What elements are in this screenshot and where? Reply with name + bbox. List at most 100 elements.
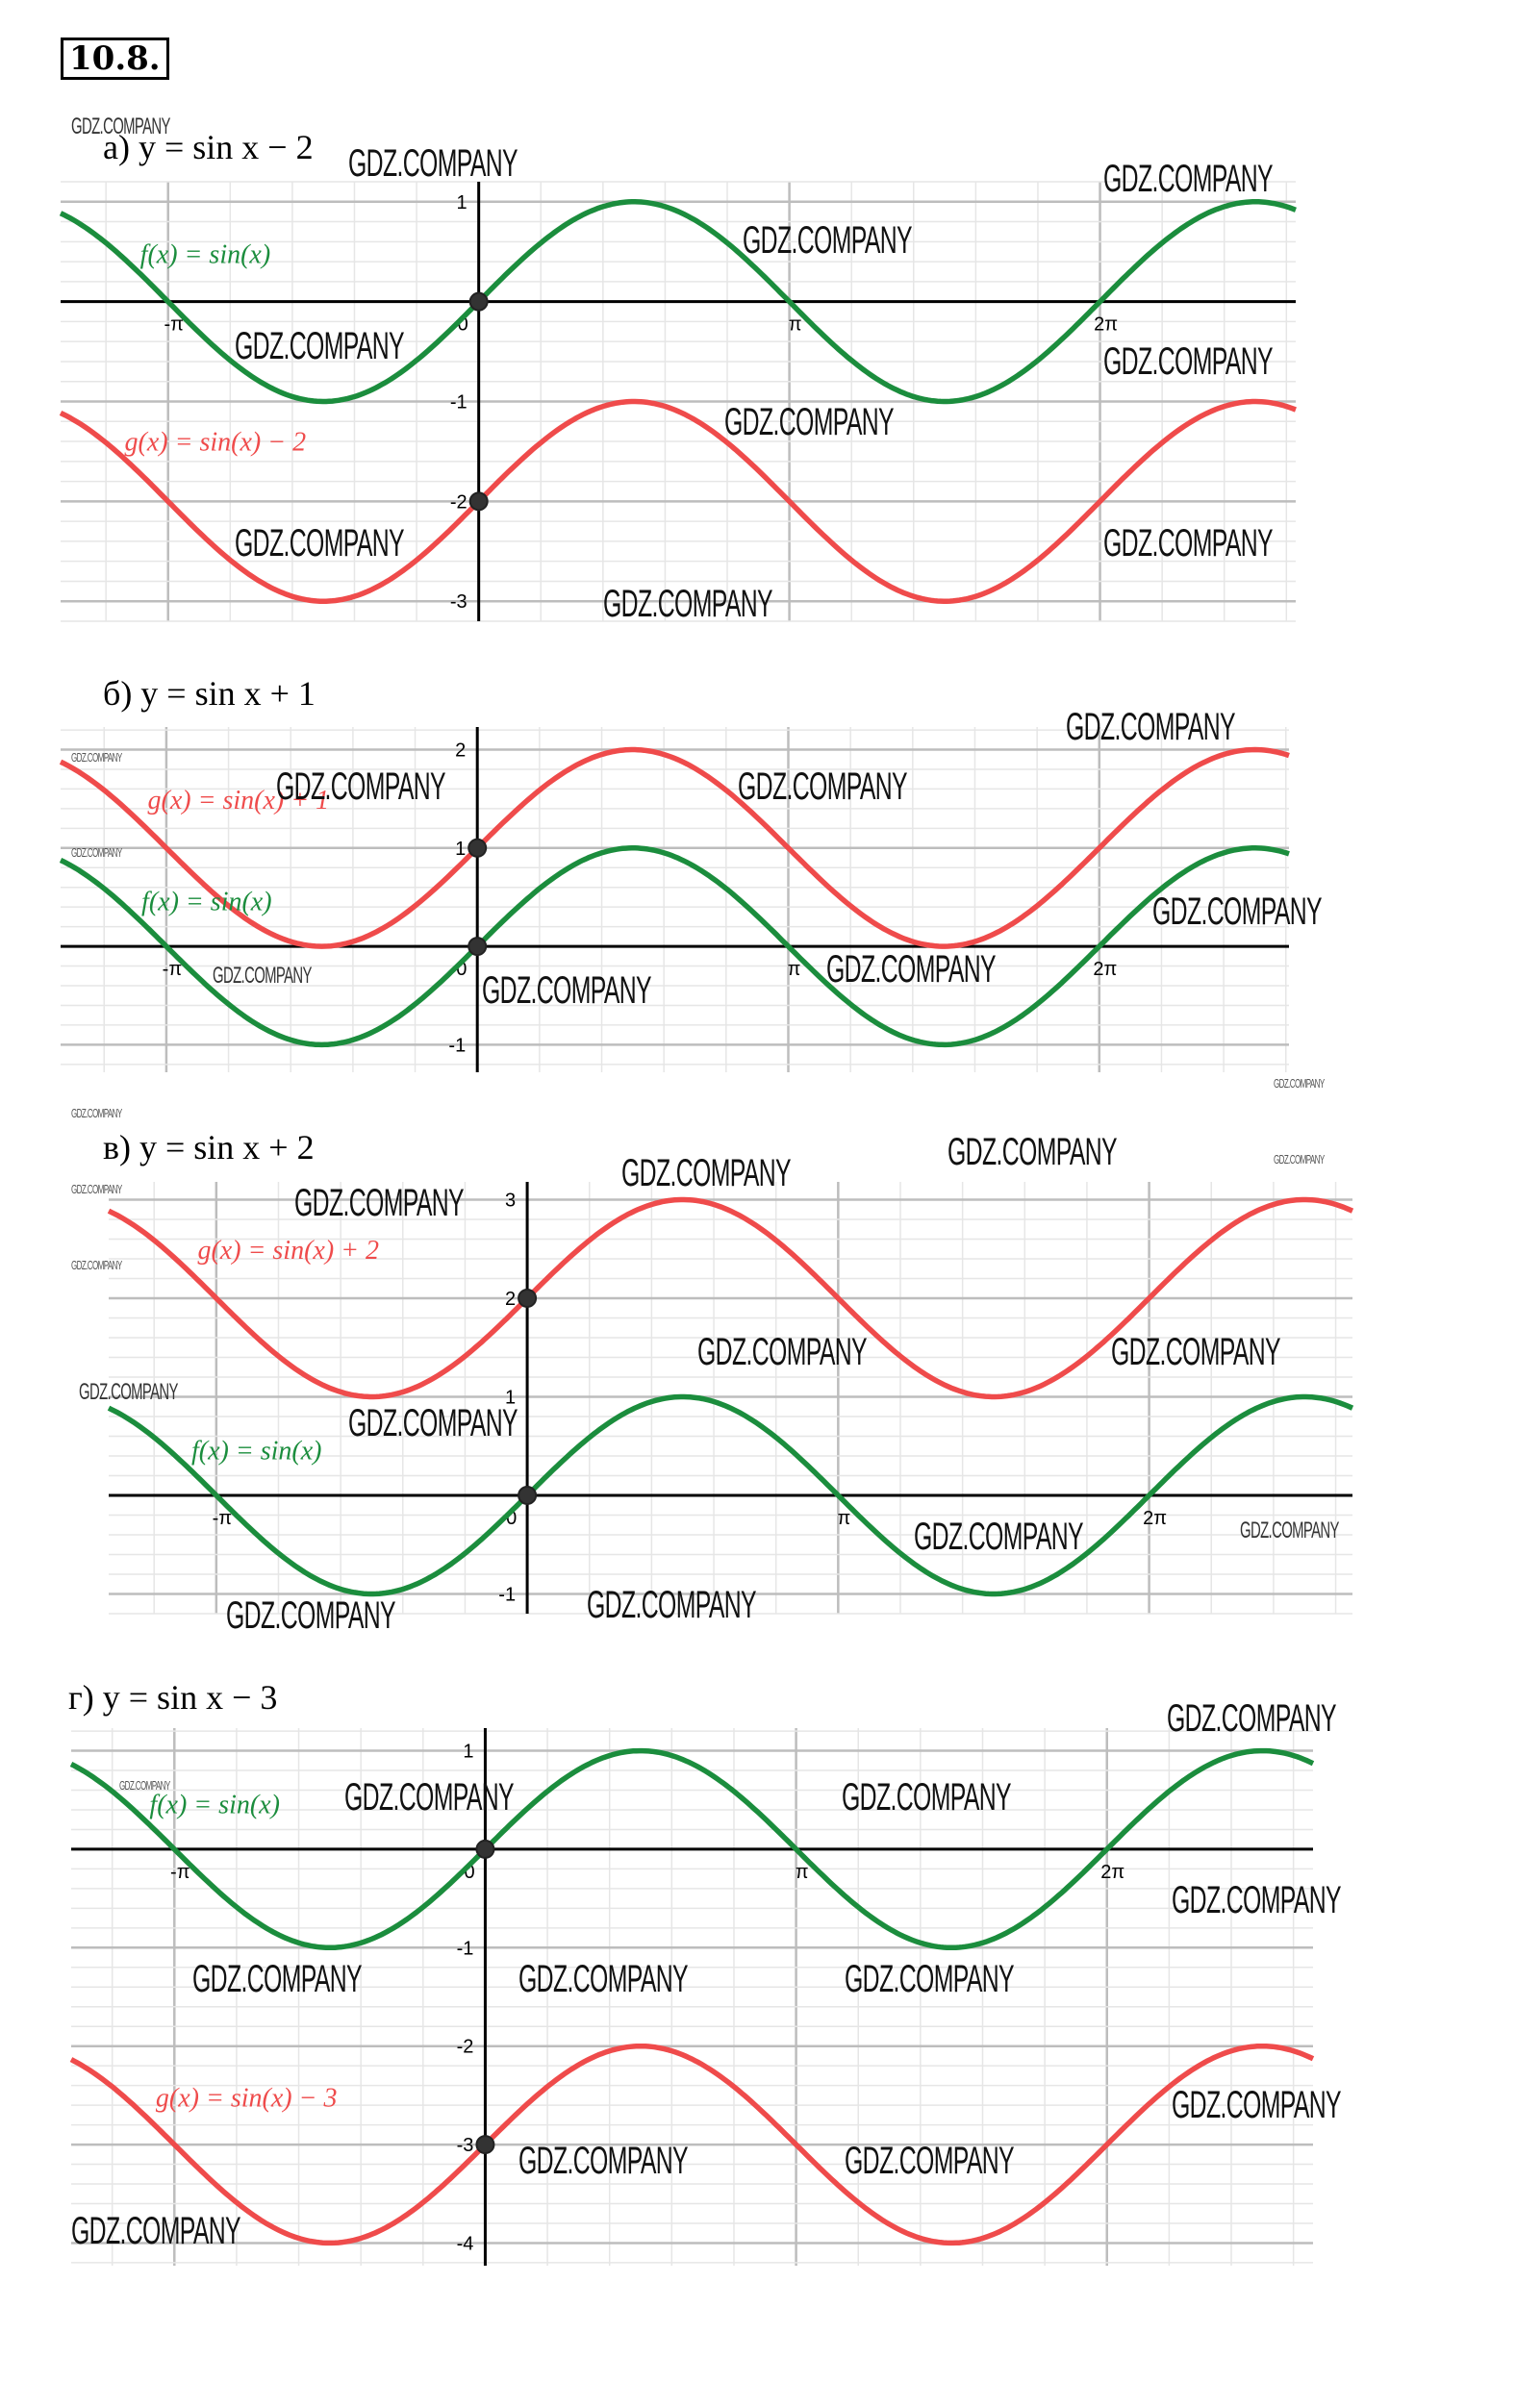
series-f-label: f(x) = sin(x) (141, 888, 272, 917)
x-tick-label: -π (163, 959, 182, 980)
watermark: GDZ.COMPANY (948, 1131, 1118, 1173)
x-tick-label: 2π (1143, 1508, 1167, 1529)
watermark: GDZ.COMPANY (1172, 2084, 1342, 2126)
chart-title-a: а) y = sin x − 2 (103, 128, 314, 166)
series-f-curve (59, 845, 1290, 1048)
x-tick-label: π (796, 1862, 809, 1883)
watermark: GDZ.COMPANY (842, 1776, 1012, 1819)
x-tick-label: 2π (1100, 1862, 1124, 1883)
y-tick-label: 1 (457, 192, 467, 213)
watermark: GDZ.COMPANY (1152, 890, 1323, 933)
series-g-curve (59, 746, 1290, 949)
watermark: GDZ.COMPANY (621, 1152, 792, 1194)
series-f-curve (107, 1393, 1354, 1597)
watermark: GDZ.COMPANY (213, 963, 312, 989)
y-tick-label: -2 (450, 491, 467, 513)
watermark: GDZ.COMPANY (226, 1594, 396, 1637)
data-point (467, 838, 488, 858)
y-tick-label: 1 (505, 1387, 516, 1408)
watermark: GDZ.COMPANY (71, 113, 170, 139)
data-point (467, 937, 488, 957)
watermark: GDZ.COMPANY (697, 1331, 868, 1373)
watermark: GDZ.COMPANY (1103, 158, 1274, 200)
watermark: GDZ.COMPANY (235, 325, 405, 367)
x-tick-label: -π (164, 314, 184, 336)
x-tick-label: π (788, 959, 801, 980)
x-tick-label: 0 (464, 1862, 474, 1883)
x-tick-label: -π (170, 1862, 190, 1883)
series-f-curve (59, 199, 1297, 405)
watermark: GDZ.COMPANY (1103, 522, 1274, 564)
series-f-label: f(x) = sin(x) (191, 1436, 322, 1466)
watermark: GDZ.COMPANY (482, 969, 652, 1012)
watermark: GDZ.COMPANY (518, 2140, 689, 2182)
chart-a: -π 0 π 2π 1 -1 -2 -3 f(x) = sin(x) g(x) = sin(x) … (59, 181, 1297, 622)
x-tick-label: π (837, 1508, 850, 1529)
y-tick-label: -3 (450, 591, 467, 613)
data-point (475, 1839, 495, 1859)
x-tick-label: π (789, 314, 802, 336)
y-tick-label: 2 (505, 1289, 516, 1310)
watermark: GDZ.COMPANY (71, 1258, 122, 1272)
watermark: GDZ.COMPANY (344, 1776, 515, 1819)
watermark: GDZ.COMPANY (845, 2140, 1015, 2182)
y-tick-label: -1 (450, 392, 467, 414)
series-g-label: g(x) = sin(x) + 2 (197, 1236, 379, 1266)
watermark: GDZ.COMPANY (1111, 1331, 1281, 1373)
chart-title-d: г) y = sin x − 3 (68, 1678, 278, 1717)
y-tick-label: 2 (455, 740, 466, 762)
x-tick-label: -π (213, 1508, 232, 1529)
watermark: GDZ.COMPANY (1240, 1518, 1339, 1543)
watermark: GDZ.COMPANY (724, 401, 895, 443)
watermark: GDZ.COMPANY (518, 1958, 689, 2000)
watermark: GDZ.COMPANY (276, 765, 446, 808)
series-g-curve (107, 1196, 1354, 1400)
watermark: GDZ.COMPANY (71, 2210, 241, 2252)
y-tick-label: -1 (457, 1938, 474, 1959)
watermark: GDZ.COMPANY (738, 765, 908, 808)
chart-d: -π 0 π 2π 1 -1 -2 -3 -4 f(x) = sin(x) g(x) = sin(x… (69, 1728, 1315, 2266)
series-g-curve (69, 2043, 1315, 2246)
watermark: GDZ.COMPANY (826, 948, 997, 991)
chart-c: -π 0 π 2π 3 2 1 -1 g(x) = sin(x) + 2 f(x) = sin(x… (107, 1182, 1354, 1615)
watermark: GDZ.COMPANY (235, 522, 405, 564)
watermark: GDZ.COMPANY (603, 583, 773, 625)
x-tick-label: 2π (1093, 959, 1117, 980)
watermark: GDZ.COMPANY (71, 845, 122, 860)
watermark: GDZ.COMPANY (71, 1106, 122, 1120)
y-tick-label: -2 (457, 2037, 474, 2058)
series-f-label: f(x) = sin(x) (149, 1790, 280, 1819)
watermark: GDZ.COMPANY (348, 1402, 518, 1444)
series-g-label: g(x) = sin(x) + 1 (148, 786, 330, 815)
chart-title-c: в) y = sin x + 2 (103, 1128, 315, 1166)
chart-title-b: б) y = sin x + 1 (103, 674, 316, 713)
x-tick-label: 0 (456, 959, 467, 980)
watermark: GDZ.COMPANY (1103, 340, 1274, 383)
series-g-label: g(x) = sin(x) − 3 (156, 2083, 338, 2113)
chart-b: -π 0 π 2π 2 1 -1 g(x) = sin(x) + 1 f(x) = sin(x) (59, 727, 1290, 1072)
data-point (475, 2135, 495, 2155)
data-point (518, 1485, 538, 1505)
watermark: GDZ.COMPANY (1066, 706, 1236, 748)
watermark: GDZ.COMPANY (294, 1182, 465, 1224)
y-tick-label: -4 (457, 2233, 474, 2254)
problem-number: 10.8. (61, 38, 169, 80)
watermark: GDZ.COMPANY (348, 142, 518, 185)
y-tick-label: 1 (455, 839, 466, 860)
x-tick-label: 2π (1094, 314, 1118, 336)
data-point (468, 291, 489, 312)
watermark: GDZ.COMPANY (71, 1182, 122, 1196)
watermark: GDZ.COMPANY (119, 1778, 170, 1793)
series-f-curve (69, 1747, 1315, 1951)
x-tick-label: 0 (458, 314, 468, 336)
watermark: GDZ.COMPANY (845, 1958, 1015, 2000)
data-point (468, 491, 489, 512)
series-g-curve (59, 398, 1297, 604)
y-tick-label: -1 (448, 1035, 466, 1056)
y-tick-label: -3 (457, 2135, 474, 2156)
series-f-label: f(x) = sin(x) (140, 239, 271, 269)
watermark: GDZ.COMPANY (71, 750, 122, 765)
x-tick-label: 0 (506, 1508, 517, 1529)
watermark: GDZ.COMPANY (914, 1516, 1084, 1558)
series-g-label: g(x) = sin(x) − 2 (125, 428, 307, 458)
